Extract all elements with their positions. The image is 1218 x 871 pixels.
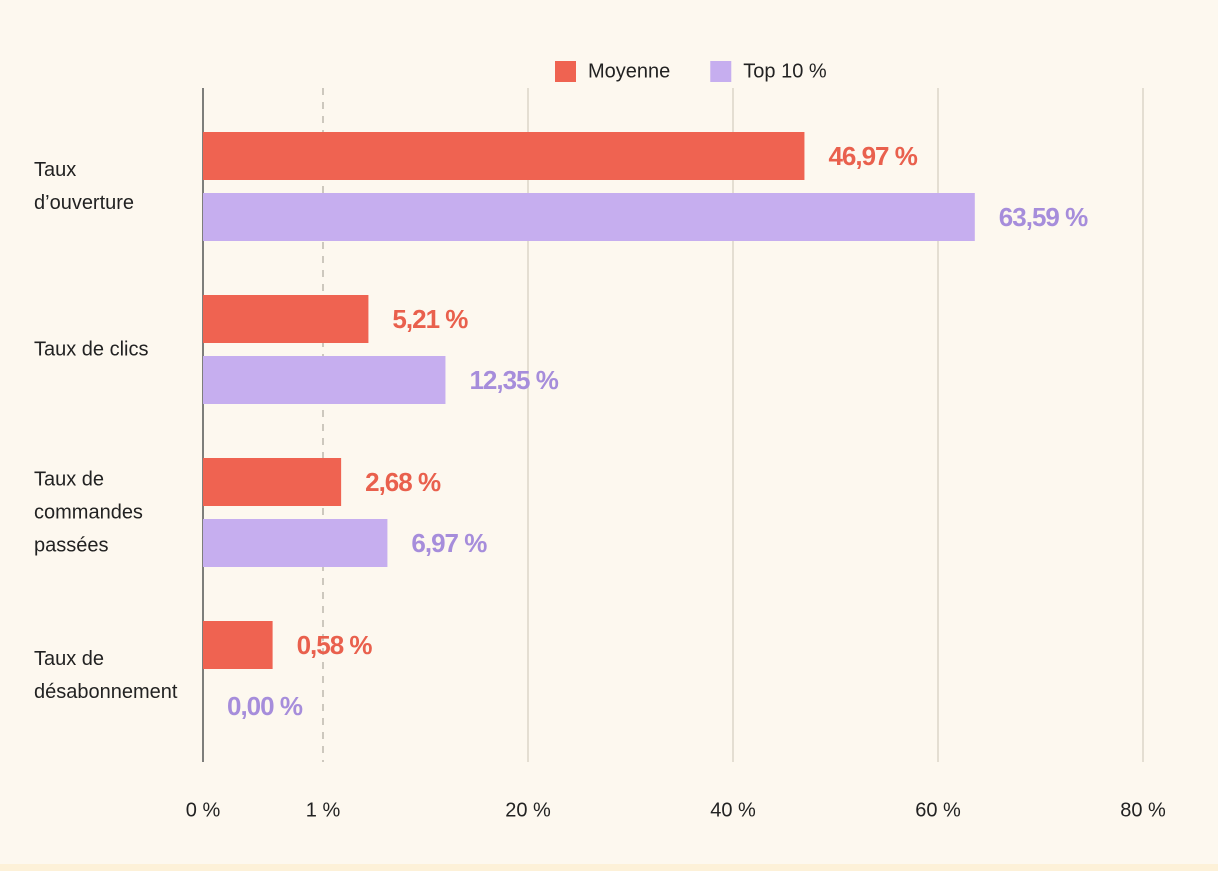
value-label: 2,68 % (365, 467, 441, 497)
value-label: 6,97 % (411, 528, 487, 558)
category-label: Taux d’ouverture (34, 158, 135, 214)
legend-swatch (555, 61, 576, 82)
bar (203, 356, 446, 404)
legend-swatch (710, 61, 732, 82)
legend-label: Top 10 % (743, 60, 827, 82)
bar (203, 132, 805, 180)
x-tick-label: 1 % (306, 799, 341, 821)
value-label: 12,35 % (469, 365, 558, 395)
x-tick-label: 0 % (186, 799, 221, 821)
bar (203, 295, 369, 343)
x-tick-label: 20 % (505, 799, 551, 821)
x-tick-label: 80 % (1120, 799, 1166, 821)
value-label: 63,59 % (999, 202, 1088, 232)
category-label: Taux de désabonnement (34, 647, 178, 703)
footer-strip (0, 864, 1218, 871)
value-label: 5,21 % (392, 304, 468, 334)
bar (203, 519, 388, 567)
category-label: Taux de commandes passées (34, 468, 143, 556)
value-label: 46,97 % (828, 141, 917, 171)
bar (203, 458, 342, 506)
x-tick-label: 60 % (915, 799, 961, 821)
value-label: 0,58 % (297, 630, 373, 660)
x-tick-label: 40 % (710, 799, 756, 821)
bar (203, 193, 975, 241)
category-label: Taux de clics (34, 338, 149, 360)
bar (203, 621, 273, 669)
legend-label: Moyenne (588, 60, 670, 82)
value-label: 0,00 % (227, 691, 303, 721)
